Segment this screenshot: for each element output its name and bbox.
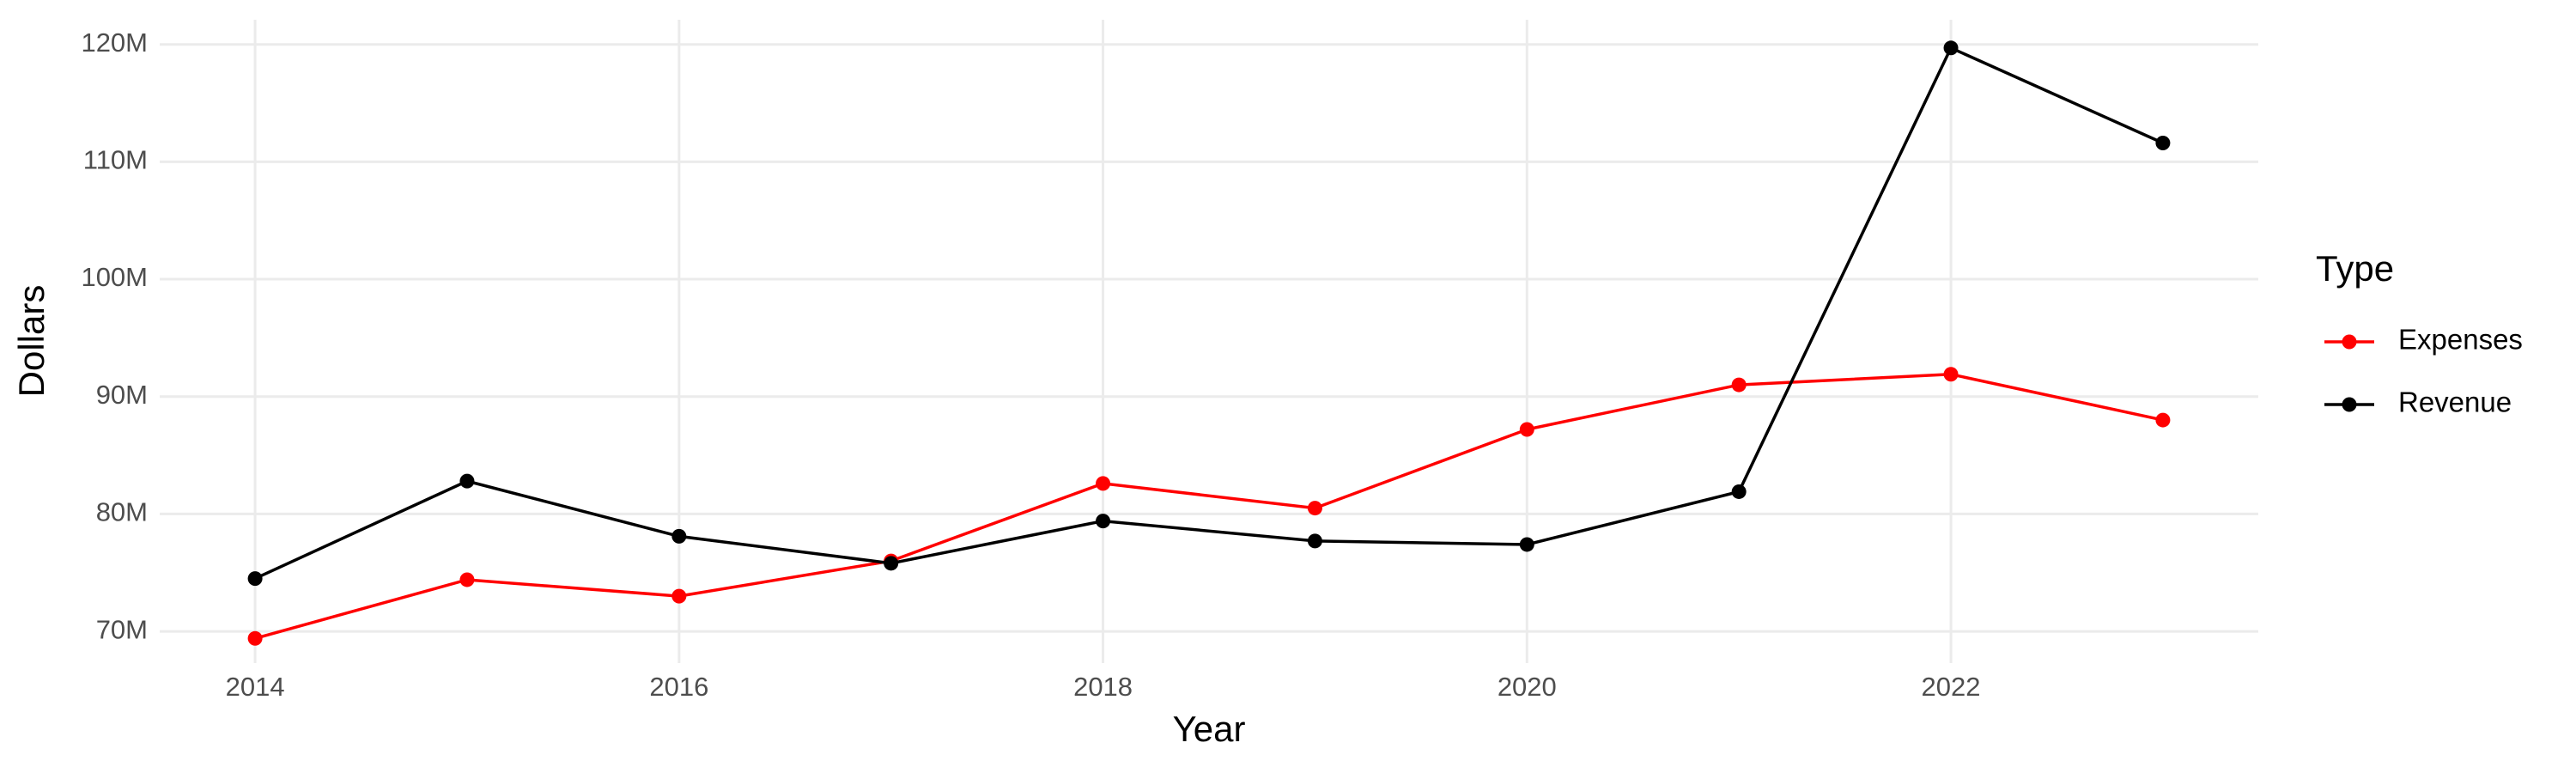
legend-title: Type: [2316, 248, 2394, 289]
data-point: [1096, 514, 1111, 529]
data-point: [2155, 412, 2171, 428]
x-tick-label: 2018: [1073, 672, 1133, 702]
data-point: [459, 473, 475, 489]
y-axis-title: Dollars: [11, 285, 52, 398]
legend-label: Revenue: [2398, 386, 2512, 418]
data-point: [1307, 501, 1322, 516]
series-line: [254, 373, 2164, 640]
x-axis-title: Year: [1173, 709, 1246, 749]
data-point: [1943, 367, 1959, 382]
data-point: [247, 630, 263, 646]
y-tick-label: 100M: [81, 262, 148, 292]
series-line: [254, 46, 2164, 581]
x-tick-label: 2020: [1498, 672, 1557, 702]
y-tick-label: 90M: [96, 380, 148, 410]
data-point: [1731, 377, 1747, 393]
data-point: [1519, 422, 1534, 437]
data-point: [2155, 136, 2171, 151]
data-point: [1307, 533, 1322, 549]
y-tick-label: 120M: [81, 27, 148, 58]
data-point: [884, 556, 899, 571]
x-tick-label: 2016: [649, 672, 708, 702]
y-tick-label: 110M: [83, 145, 148, 175]
y-tick-label: 80M: [96, 497, 148, 527]
legend-marker: [2342, 334, 2357, 350]
legend-marker: [2342, 397, 2357, 412]
x-tick-label: 2014: [226, 672, 285, 702]
data-point: [671, 528, 687, 544]
data-point: [459, 572, 475, 587]
data-point: [1731, 484, 1747, 499]
data-point: [1096, 476, 1111, 491]
data-point: [671, 588, 687, 604]
data-point: [1943, 40, 1959, 56]
x-tick-label: 2022: [1922, 672, 1981, 702]
data-point: [1519, 537, 1534, 552]
y-tick-label: 70M: [96, 614, 148, 644]
legend-label: Expenses: [2398, 324, 2523, 356]
data-point: [247, 571, 263, 587]
